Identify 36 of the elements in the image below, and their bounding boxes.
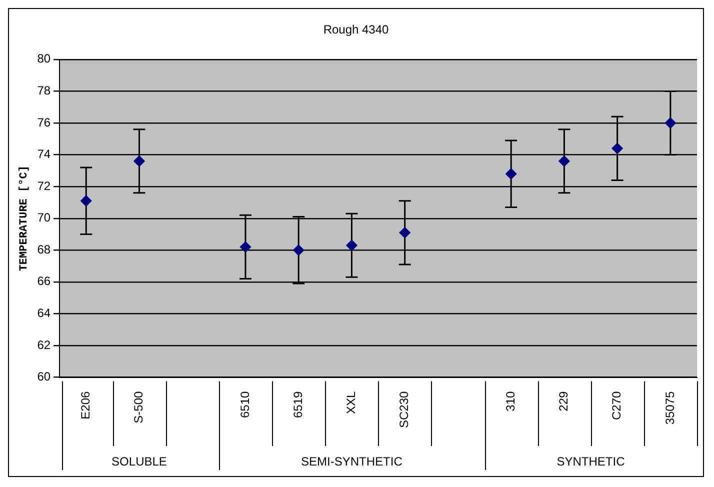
x-tick-label: 35075 xyxy=(662,390,677,425)
y-tick-label: 64 xyxy=(37,306,51,320)
x-tick-label: XXL xyxy=(344,390,358,414)
x-tick-label: C270 xyxy=(610,390,624,420)
text: SEMI-SYNTHETIC xyxy=(301,454,403,468)
point xyxy=(134,156,145,167)
x-tick-label: S-500 xyxy=(132,390,146,424)
y-tick-label: 74 xyxy=(37,147,51,162)
chart-title: Rough 4340 xyxy=(323,22,390,37)
point xyxy=(558,156,570,167)
x-tick-label: E206 xyxy=(78,390,92,420)
point xyxy=(293,244,304,256)
point xyxy=(399,227,410,238)
text: SYNTHETIC xyxy=(556,454,626,468)
y-tick-label: 78 xyxy=(37,84,51,98)
y-tick-label: 62 xyxy=(37,338,51,352)
y-axis-title: TEMPERATURE [°C] xyxy=(18,166,30,272)
y-tick-label: 72 xyxy=(37,178,51,193)
point xyxy=(80,195,92,206)
y-tick-label: 60 xyxy=(37,370,51,384)
y-tick-label: 70 xyxy=(37,210,51,225)
x-tick-label: SC230 xyxy=(397,390,412,428)
point xyxy=(506,168,517,180)
text: SOLUBLE xyxy=(112,454,167,468)
x-tick-label: 6519 xyxy=(290,390,305,418)
point xyxy=(664,117,676,128)
y-tick-label: 68 xyxy=(37,242,51,256)
x-tick-label: 310 xyxy=(503,390,518,412)
point xyxy=(612,142,623,154)
x-tick-label: 229 xyxy=(556,390,571,412)
y-tick-label: 76 xyxy=(37,115,51,130)
point xyxy=(346,240,358,251)
y-tick-label: 80 xyxy=(37,52,51,66)
y-tick-label: 66 xyxy=(37,274,51,288)
x-tick-label: 6510 xyxy=(238,390,252,418)
point xyxy=(240,241,251,252)
